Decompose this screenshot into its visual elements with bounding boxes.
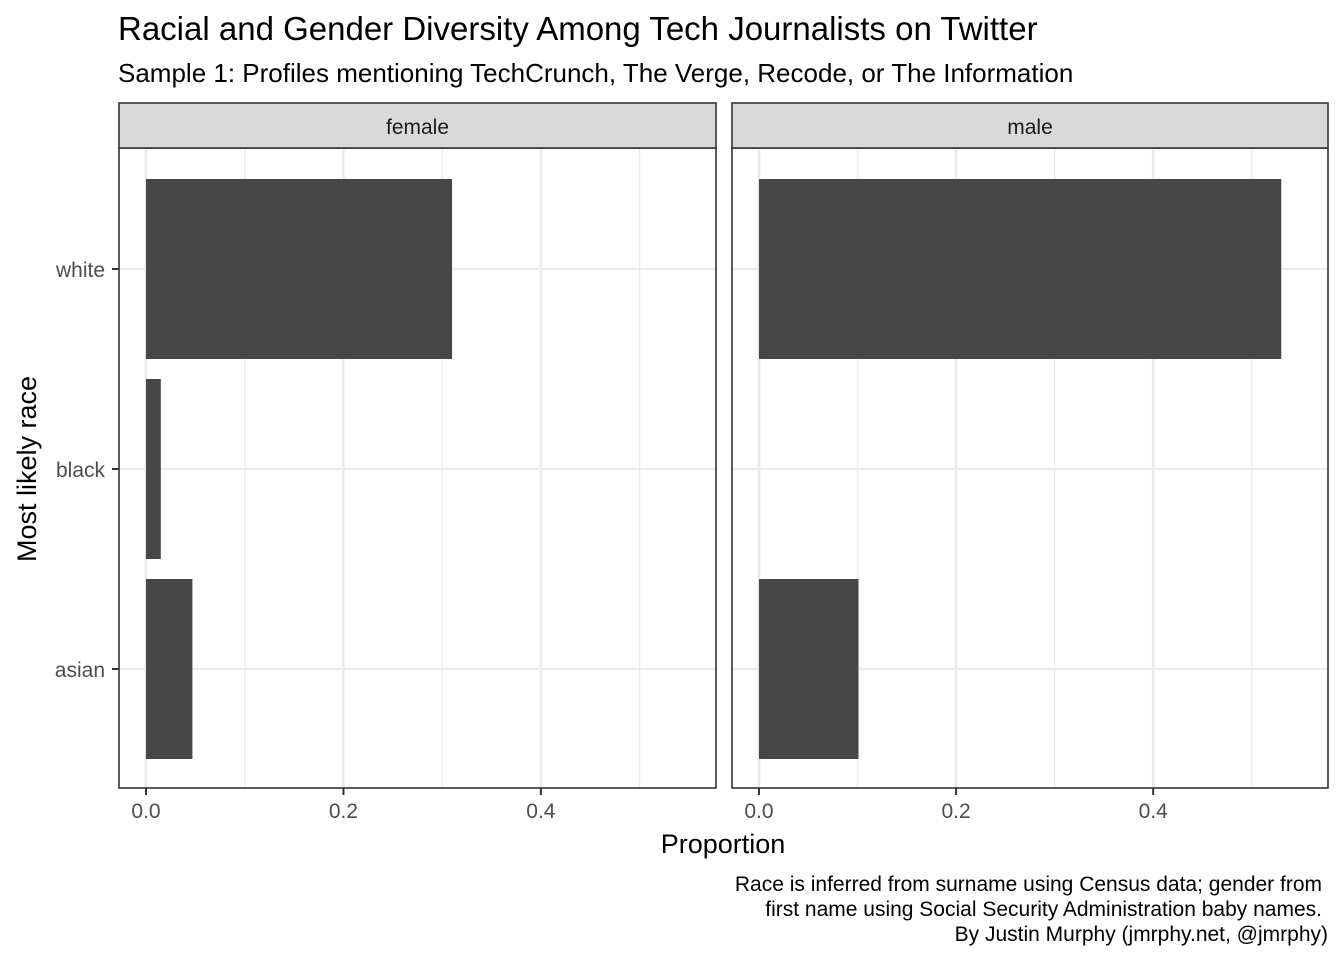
y-tick-label-asian: asian bbox=[55, 659, 105, 682]
facet-strip-label-male: male bbox=[1007, 116, 1053, 139]
y-axis-title: Most likely race bbox=[12, 376, 42, 562]
facet-strip-female bbox=[118, 102, 717, 149]
chart-subtitle: Sample 1: Profiles mentioning TechCrunch… bbox=[118, 58, 1073, 88]
caption-line-2: first name using Social Security Adminis… bbox=[765, 898, 1322, 921]
bar-female-black bbox=[146, 379, 161, 559]
bar-male-asian bbox=[759, 579, 859, 759]
caption-line-1: Race is inferred from surname using Cens… bbox=[735, 873, 1322, 896]
bar-female-asian bbox=[146, 579, 193, 759]
y-tick-label-black: black bbox=[56, 459, 106, 482]
bar-female-white bbox=[146, 179, 453, 359]
x-tick-label: 0.0 bbox=[131, 800, 160, 823]
chart-title: Racial and Gender Diversity Among Tech J… bbox=[118, 10, 1038, 47]
x-tick-label: 0.2 bbox=[941, 800, 970, 823]
facet-panel-female: female 0.0 0.2 0.4 bbox=[118, 102, 717, 823]
plot-area: female 0.0 0.2 0.4 male 0.0 0.2 0.4 white black as… bbox=[55, 102, 1329, 823]
facet-panel-male: male 0.0 0.2 0.4 bbox=[731, 102, 1329, 823]
x-tick-label: 0.0 bbox=[744, 800, 773, 823]
facet-strip-male bbox=[731, 102, 1329, 149]
caption-line-3: By Justin Murphy (jmrphy.net, @jmrphy) bbox=[955, 923, 1328, 946]
y-tick-label-white: white bbox=[55, 259, 105, 282]
bar-male-white bbox=[759, 179, 1282, 359]
x-tick-label: 0.4 bbox=[1139, 800, 1169, 823]
facet-strip-label-female: female bbox=[386, 116, 449, 139]
x-tick-label: 0.2 bbox=[329, 800, 358, 823]
x-axis-title: Proportion bbox=[661, 829, 786, 859]
x-tick-label: 0.4 bbox=[526, 800, 556, 823]
